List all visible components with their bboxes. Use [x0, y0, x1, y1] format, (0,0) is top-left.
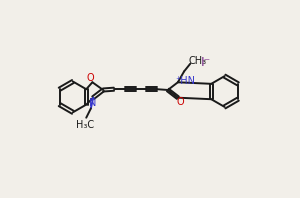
Text: I⁻: I⁻ — [201, 56, 211, 69]
Text: O: O — [86, 73, 94, 83]
Text: CH₃: CH₃ — [188, 56, 206, 66]
Text: H₃C: H₃C — [76, 120, 94, 130]
Text: O: O — [176, 97, 184, 107]
Text: N: N — [89, 98, 97, 108]
Text: ⁺HN: ⁺HN — [176, 76, 196, 86]
